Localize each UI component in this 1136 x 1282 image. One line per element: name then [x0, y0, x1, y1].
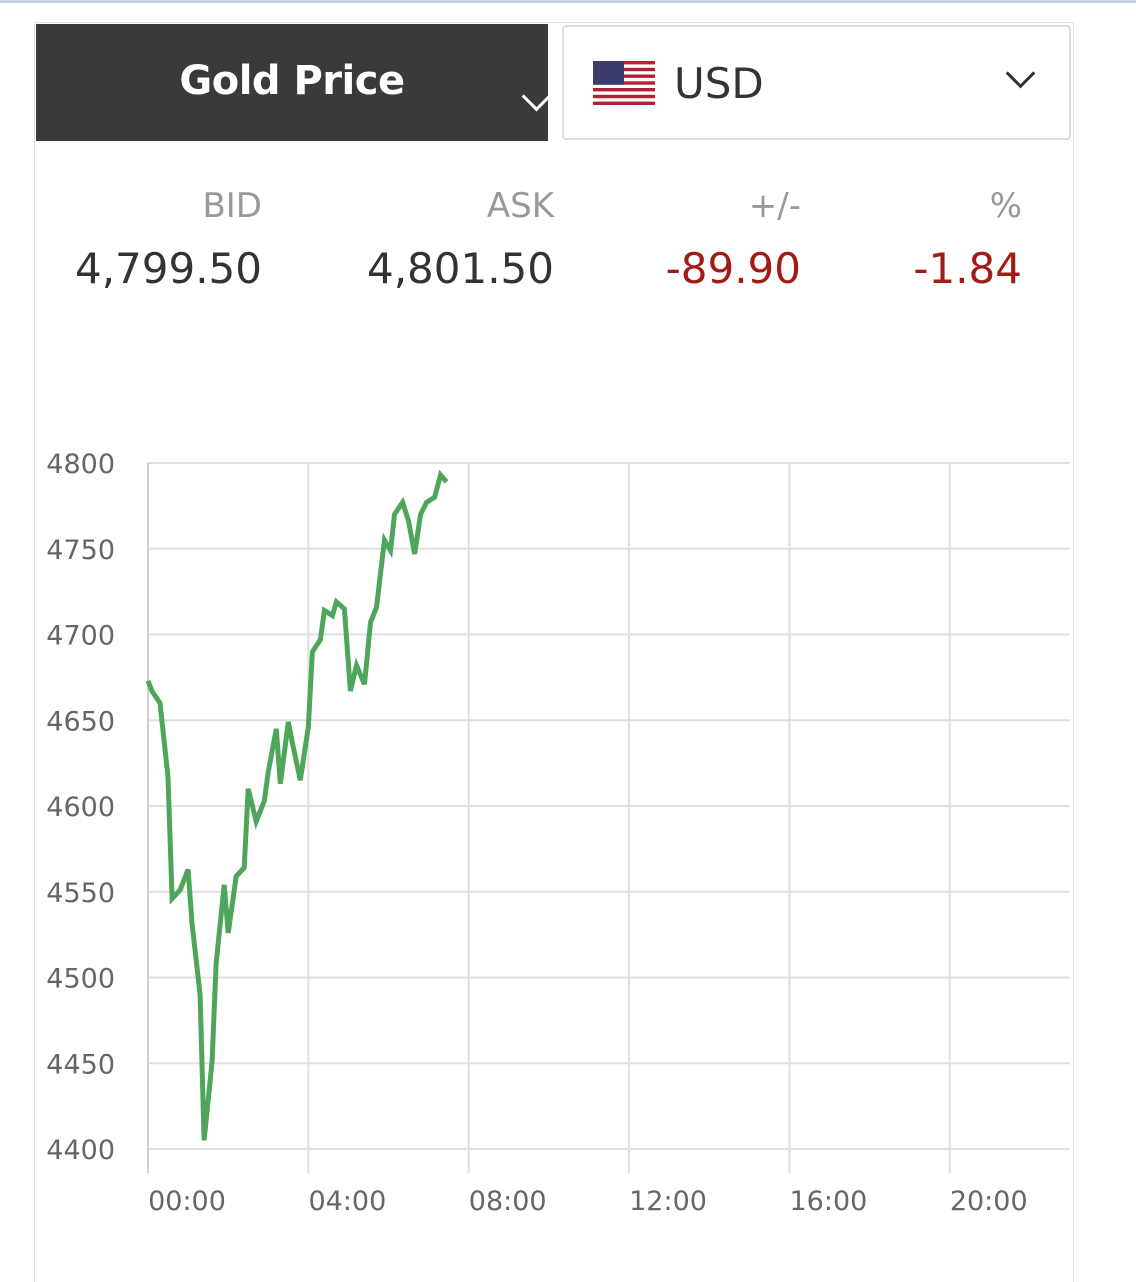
y-tick-label: 4600: [46, 792, 115, 823]
bid-value: 4,799.50: [74, 244, 262, 293]
x-tick-label: 00:00: [148, 1186, 226, 1217]
y-tick-label: 4550: [46, 878, 115, 909]
currency-selector[interactable]: USD: [562, 25, 1071, 140]
metal-selector-label: Gold Price: [179, 58, 405, 104]
y-tick-label: 4800: [46, 449, 115, 480]
y-tick-label: 4450: [46, 1049, 115, 1080]
gold-price-widget: [34, 22, 1074, 1282]
top-divider: [0, 0, 1136, 3]
percent-value: -1.84: [913, 244, 1022, 293]
y-tick-label: 4750: [46, 535, 115, 566]
bid-label: BID: [202, 186, 262, 226]
y-tick-label: 4500: [46, 964, 115, 995]
percent-label: %: [989, 186, 1022, 226]
currency-selector-label: USD: [674, 59, 764, 108]
y-tick-label: 4650: [46, 706, 115, 737]
price-line: [145, 469, 449, 1141]
x-tick-label: 12:00: [629, 1186, 707, 1217]
y-tick-label: 4700: [46, 621, 115, 652]
change-label: +/-: [748, 186, 801, 226]
y-tick-label: 4400: [46, 1135, 115, 1166]
x-tick-label: 16:00: [789, 1186, 867, 1217]
us-flag-icon: [593, 61, 655, 105]
metal-selector[interactable]: Gold Price: [36, 24, 552, 141]
ask-value: 4,801.50: [366, 244, 554, 293]
ask-label: ASK: [486, 186, 554, 226]
x-tick-label: 20:00: [950, 1186, 1028, 1217]
x-tick-label: 04:00: [308, 1186, 386, 1217]
x-tick-label: 08:00: [469, 1186, 547, 1217]
change-value: -89.90: [665, 244, 801, 293]
